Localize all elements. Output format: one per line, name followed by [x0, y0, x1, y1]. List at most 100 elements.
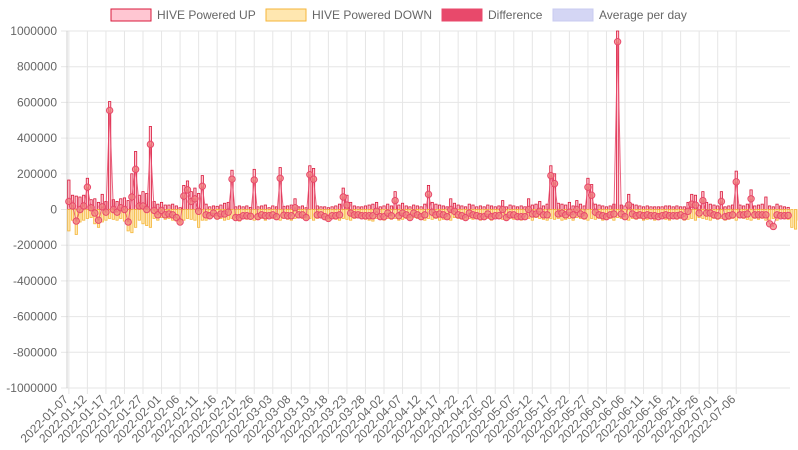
powered-up-bar[interactable]: [675, 205, 679, 210]
difference-point[interactable]: [83, 183, 92, 191]
difference-point[interactable]: [610, 210, 618, 218]
powered-up-bar[interactable]: [471, 204, 475, 210]
powered-up-bar[interactable]: [356, 206, 360, 210]
powered-up-bar[interactable]: [649, 206, 653, 210]
difference-point[interactable]: [728, 211, 737, 219]
difference-point[interactable]: [372, 207, 381, 215]
legend-item-average[interactable]: Average per day: [552, 8, 687, 22]
difference-point[interactable]: [276, 174, 284, 182]
powered-up-bar[interactable]: [723, 206, 727, 210]
difference-point[interactable]: [302, 213, 310, 222]
difference-point[interactable]: [695, 209, 703, 217]
powered-up-bar[interactable]: [334, 205, 338, 210]
powered-up-bar[interactable]: [705, 201, 709, 210]
difference-point[interactable]: [250, 176, 258, 184]
powered-down-bar[interactable]: [148, 209, 152, 228]
powered-up-bar[interactable]: [363, 205, 368, 210]
powered-up-bar[interactable]: [493, 206, 497, 210]
legend-item-powered-up[interactable]: HIVE Powered UP: [110, 8, 256, 22]
powered-up-bar[interactable]: [397, 204, 401, 210]
powered-up-bar[interactable]: [171, 203, 175, 210]
difference-point[interactable]: [68, 202, 77, 210]
powered-up-bar[interactable]: [519, 205, 523, 210]
powered-up-bar[interactable]: [645, 205, 649, 210]
powered-up-bar[interactable]: [764, 196, 768, 210]
powered-down-bar[interactable]: [67, 209, 71, 232]
powered-up-bar[interactable]: [656, 206, 660, 210]
powered-up-bar[interactable]: [679, 206, 683, 210]
difference-point[interactable]: [521, 212, 529, 221]
difference-point[interactable]: [246, 212, 255, 220]
difference-point[interactable]: [621, 212, 629, 221]
powered-up-bar[interactable]: [671, 206, 675, 210]
powered-down-bar[interactable]: [85, 209, 89, 219]
powered-up-bar[interactable]: [360, 206, 364, 210]
powered-up-bar[interactable]: [660, 206, 664, 210]
powered-up-bar[interactable]: [653, 206, 657, 210]
difference-point[interactable]: [714, 212, 722, 220]
powered-up-bar[interactable]: [768, 205, 772, 210]
difference-point[interactable]: [424, 190, 433, 199]
powered-up-bar[interactable]: [708, 203, 712, 210]
difference-point[interactable]: [421, 211, 429, 219]
powered-up-bar[interactable]: [608, 205, 612, 210]
difference-point[interactable]: [272, 212, 281, 221]
difference-point[interactable]: [124, 218, 132, 226]
difference-point[interactable]: [98, 203, 106, 211]
difference-point[interactable]: [732, 178, 740, 186]
powered-up-bar[interactable]: [319, 206, 323, 210]
powered-down-bar[interactable]: [134, 209, 138, 228]
powered-up-bar[interactable]: [208, 206, 212, 210]
powered-up-bar[interactable]: [467, 203, 471, 210]
powered-up-bar[interactable]: [512, 205, 516, 210]
difference-point[interactable]: [569, 211, 577, 219]
powered-up-bar[interactable]: [560, 203, 564, 210]
difference-point[interactable]: [543, 211, 551, 219]
powered-up-bar[interactable]: [464, 206, 468, 210]
powered-up-bar[interactable]: [782, 206, 786, 210]
powered-up-bar[interactable]: [641, 206, 646, 210]
difference-point[interactable]: [191, 195, 199, 203]
legend-item-difference[interactable]: Difference: [441, 8, 543, 22]
difference-point[interactable]: [79, 202, 88, 210]
powered-up-bar[interactable]: [482, 206, 486, 210]
powered-up-bar[interactable]: [664, 205, 668, 210]
difference-point[interactable]: [72, 217, 80, 225]
difference-point[interactable]: [339, 193, 347, 201]
powered-up-bar[interactable]: [771, 206, 775, 210]
powered-up-bar[interactable]: [215, 205, 219, 210]
powered-up-bar[interactable]: [371, 203, 375, 210]
powered-up-bar[interactable]: [263, 204, 267, 210]
powered-up-bar[interactable]: [515, 206, 520, 210]
difference-point[interactable]: [495, 212, 503, 220]
powered-up-bar[interactable]: [260, 205, 264, 210]
powered-up-bar[interactable]: [460, 205, 464, 210]
difference-point[interactable]: [625, 201, 633, 209]
difference-point[interactable]: [498, 205, 507, 214]
difference-point[interactable]: [580, 212, 588, 220]
powered-up-bar[interactable]: [775, 203, 779, 210]
powered-up-bar[interactable]: [174, 205, 178, 210]
difference-point[interactable]: [94, 216, 103, 224]
powered-up-bar[interactable]: [541, 205, 545, 210]
difference-point[interactable]: [183, 186, 192, 194]
powered-up-bar[interactable]: [604, 206, 609, 210]
difference-point[interactable]: [146, 140, 155, 149]
difference-point[interactable]: [343, 201, 351, 209]
powered-up-bar[interactable]: [148, 126, 152, 210]
powered-up-bar[interactable]: [404, 205, 408, 210]
powered-up-bar[interactable]: [245, 205, 249, 210]
powered-up-bar[interactable]: [367, 204, 371, 210]
powered-up-bar[interactable]: [760, 203, 764, 210]
difference-point[interactable]: [291, 204, 299, 212]
powered-up-bar[interactable]: [727, 205, 731, 210]
difference-point[interactable]: [176, 218, 184, 226]
powered-up-bar[interactable]: [419, 206, 423, 210]
powered-down-bar[interactable]: [137, 209, 141, 221]
powered-up-bar[interactable]: [438, 204, 442, 210]
powered-up-bar[interactable]: [489, 205, 494, 210]
difference-point[interactable]: [102, 208, 110, 216]
difference-point[interactable]: [143, 205, 151, 214]
difference-point[interactable]: [180, 192, 188, 200]
difference-point[interactable]: [550, 179, 559, 188]
